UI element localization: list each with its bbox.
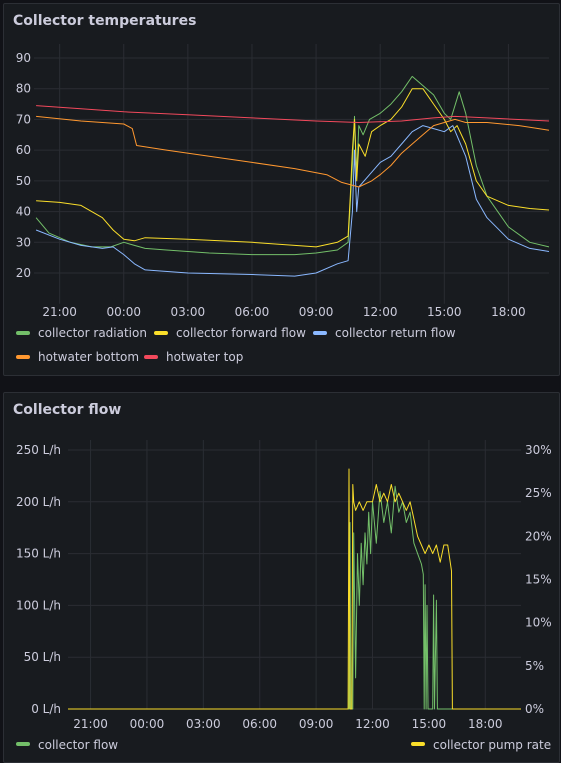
legend-swatch [16, 331, 30, 335]
legend-label: hotwater top [166, 350, 243, 364]
x-tick-label: 21:00 [42, 305, 77, 319]
y-tick-label: 30 [16, 235, 31, 249]
legend-swatch [154, 331, 168, 335]
series-line-collector-radiation [35, 75, 550, 256]
y-tick-label: 200 L/h [16, 495, 61, 509]
y-tick-label: 50 L/h [24, 650, 61, 664]
y2-tick-label: 5% [525, 659, 544, 673]
x-tick-label: 09:00 [299, 305, 334, 319]
series-line-collector-pump-rate [68, 468, 521, 710]
y2-tick-label: 20% [525, 529, 552, 543]
collector-flow-panel: Collector flow [3, 392, 560, 763]
x-tick-label: 06:00 [242, 717, 277, 731]
x-tick-label: 15:00 [412, 717, 447, 731]
series-line-hotwater-top [36, 105, 550, 123]
y-tick-label: 60 [16, 143, 31, 157]
x-tick-label: 00:00 [106, 305, 141, 319]
x-tick-label: 12:00 [355, 717, 390, 731]
series-line-collector-forward-flow [36, 88, 550, 248]
y-tick-label: 40 [16, 205, 31, 219]
legend-swatch [16, 742, 30, 746]
series-line-collector-flow [68, 485, 521, 710]
y-tick-label: 20 [16, 266, 31, 280]
y-tick-label: 100 L/h [16, 598, 61, 612]
collector-temperatures-panel: Collector temperatures [3, 3, 560, 376]
x-tick-label: 03:00 [171, 305, 206, 319]
x-tick-label: 06:00 [235, 305, 270, 319]
x-tick-label: 18:00 [468, 717, 503, 731]
y2-tick-label: 25% [525, 486, 552, 500]
y-tick-label: 50 [16, 174, 31, 188]
x-tick-label: 18:00 [491, 305, 526, 319]
y2-tick-label: 30% [525, 443, 552, 457]
series-line-collector-return-flow [35, 125, 550, 277]
legend-swatch [313, 331, 327, 335]
y2-tick-label: 10% [525, 616, 552, 630]
x-tick-label: 00:00 [130, 717, 165, 731]
y-tick-label: 80 [16, 82, 31, 96]
x-tick-label: 12:00 [363, 305, 398, 319]
y-tick-label: 70 [16, 112, 31, 126]
legend-swatch [144, 355, 158, 359]
y2-tick-label: 0% [525, 702, 544, 716]
y2-tick-label: 15% [525, 573, 552, 587]
legend-label: collector return flow [335, 326, 456, 340]
x-tick-label: 03:00 [186, 717, 221, 731]
y-tick-label: 250 L/h [16, 443, 61, 457]
legend-swatch [411, 742, 425, 746]
legend-swatch [16, 355, 30, 359]
y-tick-label: 0 L/h [31, 702, 61, 716]
legend-label: collector radiation [38, 326, 147, 340]
legend-label: collector forward flow [176, 326, 306, 340]
legend-label: collector pump rate [433, 738, 551, 752]
x-tick-label: 09:00 [299, 717, 334, 731]
x-tick-label: 21:00 [73, 717, 108, 731]
panel-title: Collector temperatures [13, 13, 197, 29]
series-line-hotwater-bottom [36, 115, 550, 188]
y-tick-label: 90 [16, 51, 31, 65]
x-tick-label: 15:00 [427, 305, 462, 319]
legend-label: collector flow [38, 738, 118, 752]
legend-label: hotwater bottom [38, 350, 139, 364]
panel-title: Collector flow [13, 402, 122, 418]
y-tick-label: 150 L/h [16, 547, 61, 561]
